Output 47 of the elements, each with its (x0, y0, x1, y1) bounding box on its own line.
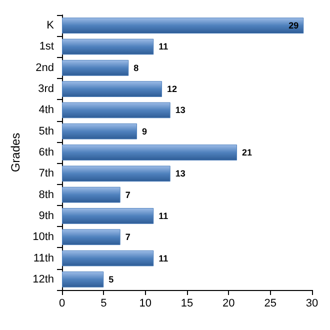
bar (62, 102, 170, 118)
y-tick-label: 3rd (38, 83, 54, 96)
x-tick-label: 20 (222, 298, 235, 310)
y-tick-label: 11th (33, 252, 54, 264)
data-label: 13 (175, 105, 186, 116)
data-label: 8 (134, 62, 139, 73)
y-tick-label: 5th (38, 125, 54, 138)
bar (62, 18, 304, 34)
bar (62, 208, 154, 224)
data-label: 11 (158, 253, 168, 264)
y-tick-label: 6th (38, 146, 54, 158)
bar (62, 271, 104, 288)
y-tick-label: 2nd (36, 62, 54, 74)
bar (62, 250, 154, 266)
y-tick-label: 8th (38, 188, 54, 201)
bar (62, 186, 120, 203)
data-label: 5 (108, 274, 114, 284)
data-label: 7 (125, 232, 130, 242)
y-axis-title: Grades (8, 132, 23, 172)
x-tick-label: 0 (58, 298, 66, 310)
y-tick-label: 9th (38, 210, 54, 222)
data-label: 13 (175, 168, 186, 179)
data-label: 11 (158, 210, 168, 221)
y-tick-label: 12th (32, 273, 54, 286)
x-tick-label: 10 (139, 298, 152, 310)
data-label: 11 (158, 42, 168, 52)
bar (62, 123, 137, 140)
x-tick-label: 25 (264, 298, 276, 310)
y-tick-label: 4th (38, 104, 54, 116)
data-label: 9 (142, 126, 148, 136)
x-tick-label: 15 (180, 298, 194, 310)
bar (62, 38, 154, 55)
y-tick-label: 10th (32, 231, 54, 244)
y-tick-label: K (46, 20, 55, 32)
data-label: 21 (242, 148, 252, 158)
bar (62, 81, 162, 97)
bar (62, 144, 237, 160)
y-tick-label: 7th (38, 168, 54, 180)
y-tick-label: 1st (39, 40, 54, 53)
bar (62, 166, 170, 182)
data-label: 12 (167, 84, 178, 94)
data-label: 7 (125, 190, 130, 200)
bar (62, 229, 120, 246)
data-label: 29 (288, 20, 299, 31)
x-tick-label: 30 (306, 298, 318, 310)
x-tick-label: 5 (100, 298, 107, 310)
bar (62, 60, 129, 76)
